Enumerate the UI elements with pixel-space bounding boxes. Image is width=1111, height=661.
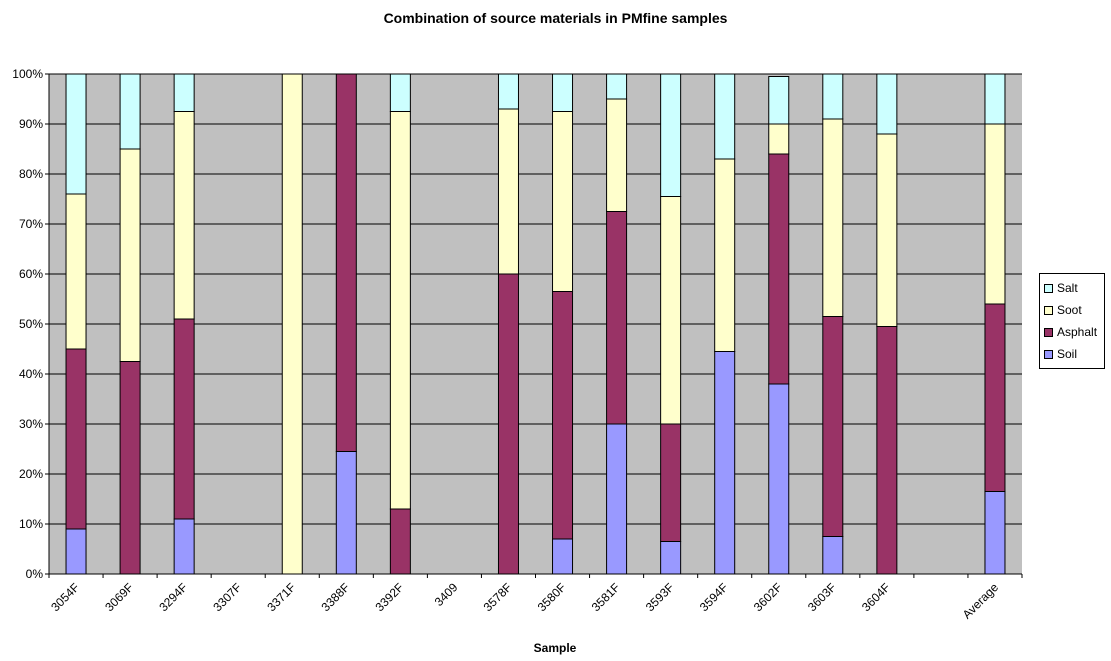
bar-segment-salt — [389, 73, 411, 112]
bar-segment-asphalt — [119, 361, 141, 575]
legend-label: Salt — [1057, 281, 1078, 295]
bar-segment-soil — [65, 528, 87, 575]
y-tick-label: 90% — [19, 117, 43, 131]
bar-segment-soot — [822, 118, 844, 317]
bar-segment-salt — [876, 73, 898, 135]
legend-item-soot: Soot — [1044, 299, 1104, 321]
x-tick-label: 3580F — [535, 580, 569, 614]
legend-label: Asphalt — [1057, 325, 1098, 339]
x-tick-label: 3578F — [481, 580, 515, 614]
bar-segment-soot — [660, 196, 682, 425]
bar-segment-asphalt — [552, 291, 574, 540]
bar-segment-asphalt — [389, 508, 411, 575]
bar-segment-soot — [876, 133, 898, 327]
bar-segment-asphalt — [876, 326, 898, 575]
bar-segment-asphalt — [984, 303, 1006, 492]
bar-segment-asphalt — [822, 316, 844, 537]
bar-segment-salt — [822, 73, 844, 120]
bar-segment-soot — [768, 123, 790, 155]
legend-swatch — [1044, 327, 1053, 337]
bar-segment-asphalt — [768, 153, 790, 385]
x-tick-label: 3392F — [373, 580, 407, 614]
x-tick-label: 3069F — [102, 580, 136, 614]
bar-segment-asphalt — [660, 423, 682, 542]
x-tick-label: 3307F — [210, 580, 244, 614]
legend-item-asphalt: Asphalt — [1044, 321, 1104, 343]
x-tick-label: 3294F — [156, 580, 190, 614]
bar-segment-soot — [281, 73, 303, 575]
x-tick-label: 3054F — [48, 580, 82, 614]
y-tick-label: 100% — [12, 67, 43, 81]
bar-segment-asphalt — [335, 73, 357, 452]
bar-segment-soil — [822, 536, 844, 575]
bar-segment-soot — [119, 148, 141, 362]
bar-segment-salt — [173, 73, 195, 112]
x-tick-label: 3602F — [751, 580, 785, 614]
bar-segment-soil — [552, 538, 574, 575]
y-tick-label: 70% — [19, 217, 43, 231]
bar-segment-soot — [389, 111, 411, 510]
bar-segment-salt — [714, 73, 736, 160]
x-axis-title: Sample — [533, 641, 577, 655]
x-tick-label: 3388F — [318, 580, 352, 614]
y-tick-label: 40% — [19, 367, 43, 381]
bar-segment-soot — [173, 111, 195, 320]
y-tick-label: 20% — [19, 467, 43, 481]
x-tick-label: 3371F — [264, 580, 298, 614]
bar-segment-soil — [335, 451, 357, 575]
x-tick-label: 3409 — [432, 580, 461, 609]
legend-swatch — [1044, 305, 1053, 315]
bar-segment-asphalt — [173, 318, 195, 520]
bar-segment-soot — [65, 193, 87, 350]
bar-segment-soot — [497, 108, 519, 275]
bar-segment-soil — [714, 351, 736, 575]
legend-item-soil: Soil — [1044, 343, 1104, 365]
bar-segment-soil — [768, 383, 790, 575]
x-tick-label: 3604F — [859, 580, 893, 614]
bar-segment-soot — [984, 123, 1006, 305]
bar-segment-asphalt — [497, 273, 519, 575]
y-tick-label: 60% — [19, 267, 43, 281]
x-tick-label: 3603F — [805, 580, 839, 614]
bar-segment-soot — [552, 111, 574, 292]
bar-segment-soot — [606, 98, 628, 212]
bar-segment-salt — [552, 73, 574, 112]
bar-segment-soil — [606, 423, 628, 575]
legend-label: Soot — [1057, 303, 1082, 317]
bar-segment-soil — [173, 518, 195, 575]
bar-segment-salt — [984, 73, 1006, 125]
legend-swatch — [1044, 283, 1053, 293]
bar-segment-salt — [768, 76, 790, 125]
y-tick-label: 30% — [19, 417, 43, 431]
bar-segment-asphalt — [606, 211, 628, 425]
y-tick-label: 10% — [19, 517, 43, 531]
bar-segment-soil — [984, 491, 1006, 575]
bar-segment-salt — [65, 73, 87, 195]
bar-segment-salt — [660, 73, 682, 197]
x-tick-label: 3581F — [589, 580, 623, 614]
bar-segment-soil — [660, 541, 682, 575]
bar-segment-asphalt — [65, 348, 87, 530]
legend-item-salt: Salt — [1044, 277, 1104, 299]
y-tick-label: 80% — [19, 167, 43, 181]
x-tick-label: Average — [960, 580, 1002, 622]
bar-segment-salt — [497, 73, 519, 110]
bar-segment-soot — [714, 158, 736, 352]
x-tick-label: 3594F — [697, 580, 731, 614]
bar-segment-salt — [119, 73, 141, 150]
x-tick-label: 3593F — [643, 580, 677, 614]
legend-swatch — [1044, 349, 1053, 359]
y-tick-label: 0% — [26, 567, 44, 581]
legend: Salt Soot Asphalt Soil — [1039, 273, 1105, 369]
y-tick-label: 50% — [19, 317, 43, 331]
legend-label: Soil — [1057, 347, 1078, 361]
chart-title: Combination of source materials in PMfin… — [383, 10, 728, 26]
bar-segment-salt — [606, 73, 628, 100]
